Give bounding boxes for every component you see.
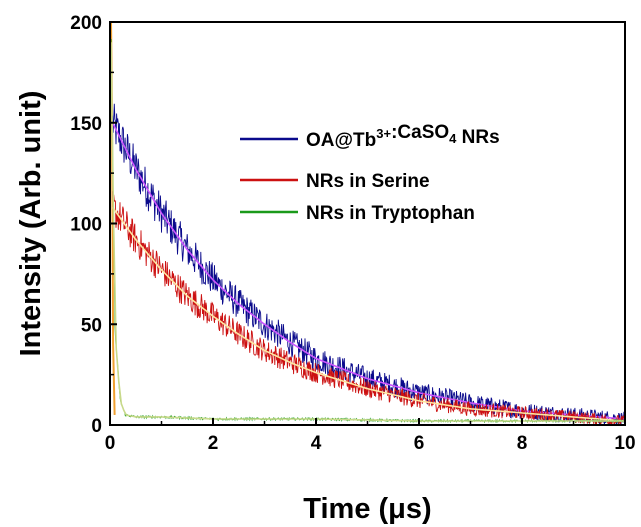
- x-tick-label: 0: [105, 433, 116, 454]
- y-axis-title: Intensity (Arb. unit): [15, 91, 47, 357]
- y-tick-label: 150: [70, 114, 102, 135]
- series-2-fit: [110, 42, 625, 422]
- x-tick-label: 6: [414, 433, 425, 454]
- legend-label-2: NRs in Tryptophan: [306, 203, 475, 224]
- x-tick-label: 8: [517, 433, 528, 454]
- x-tick-label: 2: [208, 433, 219, 454]
- x-axis-title: Time (μs): [303, 493, 431, 525]
- y-tick-label: 100: [70, 215, 102, 236]
- series-1-fit: [111, 206, 625, 422]
- legend: OA@Tb3+:CaSO4 NRs NRs in Serine NRs in Try…: [240, 122, 500, 224]
- series-2: [110, 38, 625, 424]
- y-tick-label: 0: [91, 416, 102, 437]
- series-1: [111, 191, 625, 425]
- x-tick-label: 4: [311, 433, 322, 454]
- legend-label-0: OA@Tb3+:CaSO4 NRs: [306, 122, 500, 151]
- legend-label-1: NRs in Serine: [306, 171, 430, 192]
- y-tick-label: 200: [70, 13, 102, 34]
- x-tick-label: 10: [614, 433, 635, 454]
- y-tick-label: 50: [81, 315, 102, 336]
